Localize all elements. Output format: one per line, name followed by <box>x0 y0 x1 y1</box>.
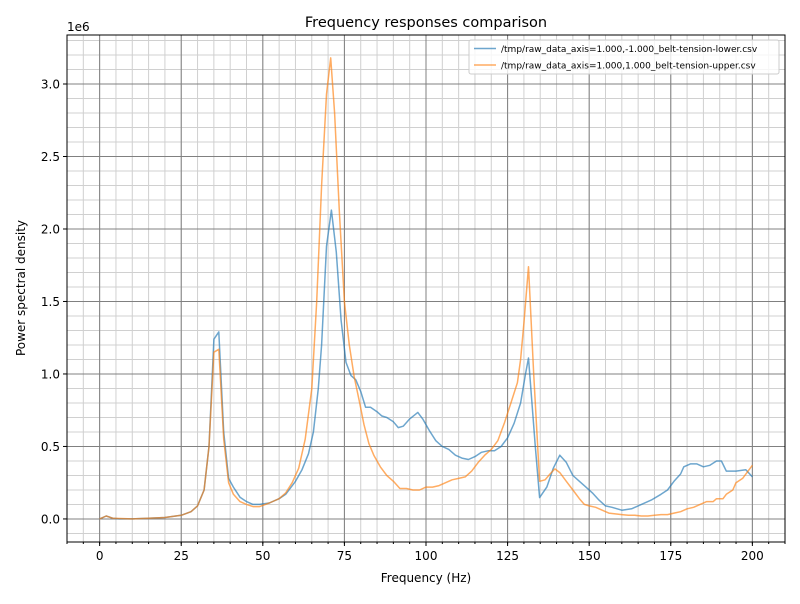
series-lines <box>99 57 753 520</box>
x-tick-label: 175 <box>659 549 682 563</box>
x-tick-label: 75 <box>337 549 352 563</box>
x-tick-label: 25 <box>174 549 189 563</box>
legend-label-upper: /tmp/raw_data_axis=1.000,1.000_belt-tens… <box>501 62 756 72</box>
series-line-1 <box>99 57 753 520</box>
plot-frame <box>66 34 786 543</box>
y-tick-label: 2.0 <box>41 222 60 236</box>
x-tick-label: 0 <box>96 549 104 563</box>
x-tick-label: 50 <box>255 549 270 563</box>
x-tick-label: 150 <box>578 549 601 563</box>
x-tick-label: 200 <box>741 549 764 563</box>
grid <box>66 35 786 542</box>
legend-box <box>468 39 780 75</box>
y-tick-label: 1.0 <box>41 367 60 381</box>
x-tick-label: 100 <box>415 549 438 563</box>
legend-label-lower: /tmp/raw_data_axis=1.000,-1.000_belt-ten… <box>501 45 758 55</box>
y-tick-label: 0.0 <box>41 512 60 526</box>
y-tick-label: 3.0 <box>41 78 60 92</box>
y-offset-label: 1e6 <box>67 20 90 34</box>
legend: /tmp/raw_data_axis=1.000,-1.000_belt-ten… <box>468 39 780 75</box>
y-tick-label: 0.5 <box>41 440 60 454</box>
y-axis-label: Power spectral density <box>14 220 28 356</box>
y-tick-label: 2.5 <box>41 150 60 164</box>
x-tick-label: 125 <box>496 549 519 563</box>
x-axis-label: Frequency (Hz) <box>381 571 472 585</box>
chart-title: Frequency responses comparison <box>305 15 547 31</box>
y-tick-label: 1.5 <box>41 295 60 309</box>
series-line-0 <box>99 209 753 520</box>
